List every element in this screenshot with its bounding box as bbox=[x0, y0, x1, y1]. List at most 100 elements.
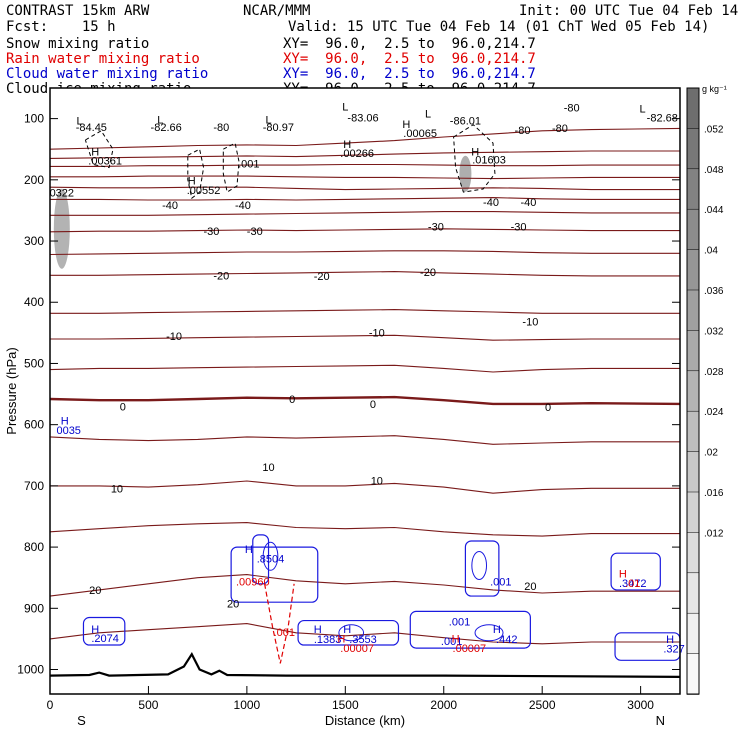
contour-label-26: .00065 bbox=[403, 128, 437, 140]
ice-contour-1 bbox=[222, 142, 240, 193]
contour-label-43: 0 bbox=[289, 394, 295, 406]
cloud-water-core-2 bbox=[471, 550, 488, 580]
x-tick-label-0: 0 bbox=[47, 698, 54, 712]
contour-label-55: .8504 bbox=[257, 553, 285, 565]
contour-label-72: .001 bbox=[490, 577, 511, 589]
temperature-contour-18 bbox=[49, 623, 680, 645]
contour-label-13: -80 bbox=[552, 123, 568, 135]
contour-label-54: H bbox=[245, 544, 253, 556]
temperature-contour-9 bbox=[50, 271, 680, 277]
y-tick-label-9: 1000 bbox=[17, 663, 44, 677]
contour-label-42: 0 bbox=[120, 402, 126, 414]
contour-label-59: .001 bbox=[274, 627, 295, 639]
temperature-contour-16 bbox=[49, 522, 680, 537]
contour-label-32: -30 bbox=[203, 226, 219, 238]
contour-label-62: H bbox=[343, 624, 351, 636]
contour-label-0: -84.45 bbox=[76, 122, 107, 134]
contour-label-48: 10 bbox=[371, 476, 383, 488]
contour-label-37: -20 bbox=[314, 271, 330, 283]
cloud-water-core-3 bbox=[262, 541, 279, 571]
colorbar-tick-0: .052 bbox=[704, 124, 724, 135]
contour-label-33: -30 bbox=[247, 226, 263, 238]
x-tick-label-2: 1000 bbox=[234, 698, 261, 712]
colorbar-tick-5: .032 bbox=[704, 326, 724, 337]
x-end-label-north: N bbox=[656, 713, 665, 728]
contour-label-20: .001 bbox=[238, 159, 259, 171]
temperature-contour-6 bbox=[50, 211, 680, 216]
colorbar-swatch-9 bbox=[686, 451, 700, 493]
plot-background bbox=[50, 88, 680, 694]
field-cloudwater-xy: XY= 96.0, 2.5 to 96.0,214.7 bbox=[283, 66, 536, 82]
y-tick-label-2: 300 bbox=[24, 234, 44, 248]
contour-label-8: L bbox=[342, 102, 348, 114]
colorbar-tick-2: .044 bbox=[704, 205, 724, 216]
snow-shade-top bbox=[459, 155, 472, 192]
temperature-contour-5 bbox=[50, 197, 680, 201]
contour-label-35: -30 bbox=[511, 222, 527, 234]
contour-label-6: L bbox=[265, 115, 271, 127]
colorbar-tick-4: .036 bbox=[704, 286, 724, 297]
y-tick-label-0: 100 bbox=[24, 112, 44, 126]
temperature-contour-1 bbox=[49, 150, 680, 159]
temperature-contour-14 bbox=[49, 435, 680, 445]
contour-label-40: -10 bbox=[369, 328, 385, 340]
cloud-water-core-0 bbox=[338, 624, 365, 642]
contour-label-30: -40 bbox=[483, 197, 499, 209]
y-tick-label-3: 400 bbox=[24, 295, 44, 309]
temperature-contour-11 bbox=[50, 334, 680, 341]
temperature-contour-8 bbox=[49, 250, 680, 256]
contour-label-14: -82.68 bbox=[647, 113, 678, 125]
contour-label-16: H bbox=[91, 146, 99, 158]
contour-label-18: H bbox=[188, 176, 196, 188]
contour-label-76: H bbox=[666, 634, 674, 646]
contour-label-61: .1383 bbox=[314, 634, 342, 646]
colorbar-swatch-11 bbox=[686, 532, 700, 574]
ice-contour-3 bbox=[84, 130, 114, 169]
y-tick-label-1: 200 bbox=[24, 173, 44, 187]
contour-label-36: -20 bbox=[213, 271, 229, 283]
cloud-water-core-1 bbox=[474, 624, 504, 642]
cloud-water-contour-1 bbox=[230, 546, 319, 603]
colorbar-tick-7: .024 bbox=[704, 407, 724, 418]
contour-label-69: .442 bbox=[496, 634, 517, 646]
plot-frame bbox=[49, 87, 681, 695]
contour-label-21: -40 bbox=[235, 200, 251, 212]
colorbar-tick-1: .048 bbox=[704, 165, 724, 176]
field-cloudwater-name: Cloud water mixing ratio bbox=[6, 66, 209, 82]
contour-label-58: .2074 bbox=[91, 633, 119, 645]
plot-area: -84.45L-82.66L-80 -80.97L -83.06L-86.01L-8… bbox=[50, 88, 685, 694]
contour-label-51: 20 bbox=[524, 581, 536, 593]
contour-label-1: L bbox=[76, 116, 82, 128]
colorbar-swatch-0 bbox=[686, 87, 700, 130]
contour-label-65: .00007 bbox=[340, 643, 374, 655]
contour-label-53: 0035 bbox=[56, 425, 80, 437]
y-tick-label-8: 900 bbox=[24, 601, 44, 615]
temperature-contour-13 bbox=[49, 395, 681, 406]
ice-contour-0 bbox=[187, 148, 205, 200]
contour-label-46: 10 bbox=[111, 484, 123, 496]
contour-label-47: 10 bbox=[262, 462, 274, 474]
contour-label-45: 0 bbox=[545, 402, 551, 414]
contour-label-60: H bbox=[314, 624, 322, 636]
colorbar-swatch-4 bbox=[686, 249, 700, 291]
y-axis-label: Pressure (hPa) bbox=[4, 347, 19, 434]
header-org: NCAR/MMM bbox=[243, 3, 311, 19]
cloud-water-contour-3 bbox=[409, 610, 531, 649]
cloud-water-contour-0 bbox=[82, 616, 126, 646]
colorbar: g kg⁻¹ .052 .048 .044 .04 .036 .032 .028 .024 .02… bbox=[686, 84, 727, 695]
contour-label-50: 20 bbox=[227, 599, 239, 611]
temperature-contour-12 bbox=[49, 364, 680, 373]
x-axis-label: Distance (km) bbox=[325, 713, 405, 728]
y-tick-label-6: 700 bbox=[24, 479, 44, 493]
contour-label-63: .3553 bbox=[349, 634, 377, 646]
contour-label-9: -86.01 bbox=[450, 116, 481, 128]
temperature-contour-3 bbox=[50, 175, 680, 180]
contour-label-17: .00361 bbox=[88, 156, 122, 168]
contour-label-73: H bbox=[619, 569, 627, 581]
contour-label-64: H bbox=[337, 634, 345, 646]
contour-label-56: .00960 bbox=[236, 577, 270, 589]
contour-label-3: L bbox=[157, 115, 163, 127]
temperature-contour-4 bbox=[49, 186, 680, 191]
cloud-water-contour-5 bbox=[610, 552, 661, 591]
